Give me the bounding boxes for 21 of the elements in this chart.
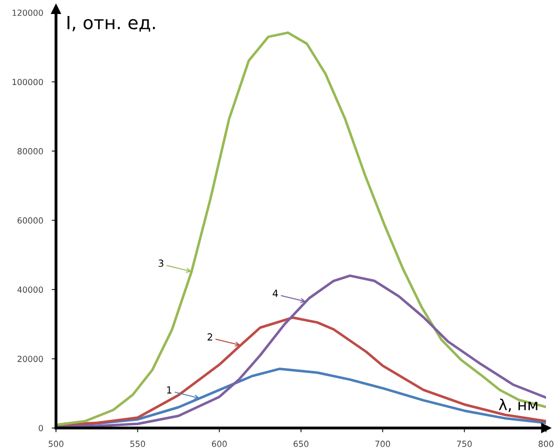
x-tick-label: 600 [212, 440, 227, 447]
x-tick-label: 700 [375, 440, 390, 447]
x-tick-label: 550 [130, 440, 146, 447]
annotation: 2 [208, 333, 212, 340]
line-series [56, 31, 546, 426]
x-axis-title: λ, нм [498, 398, 538, 412]
y-tick-label: 120000 [12, 10, 43, 16]
y-tick-label: 20000 [18, 356, 43, 362]
y-axis-title: I, отн. ед. [68, 16, 155, 32]
y-tick-label: 80000 [18, 148, 43, 154]
x-tick-label: 650 [294, 440, 308, 447]
x-tick-label: 800 [538, 440, 554, 447]
annotation: 3 [158, 260, 164, 267]
y-tick-label: 60000 [18, 217, 43, 224]
y-tick-label: 0 [38, 425, 43, 432]
annotation: 1 [167, 386, 172, 394]
annotation: 4 [272, 290, 278, 297]
y-tick-label: 40000 [17, 286, 43, 293]
x-tick-label: 750 [457, 440, 472, 447]
x-tick-label: 500 [48, 440, 64, 447]
y-tick-label: 100000 [12, 78, 43, 86]
